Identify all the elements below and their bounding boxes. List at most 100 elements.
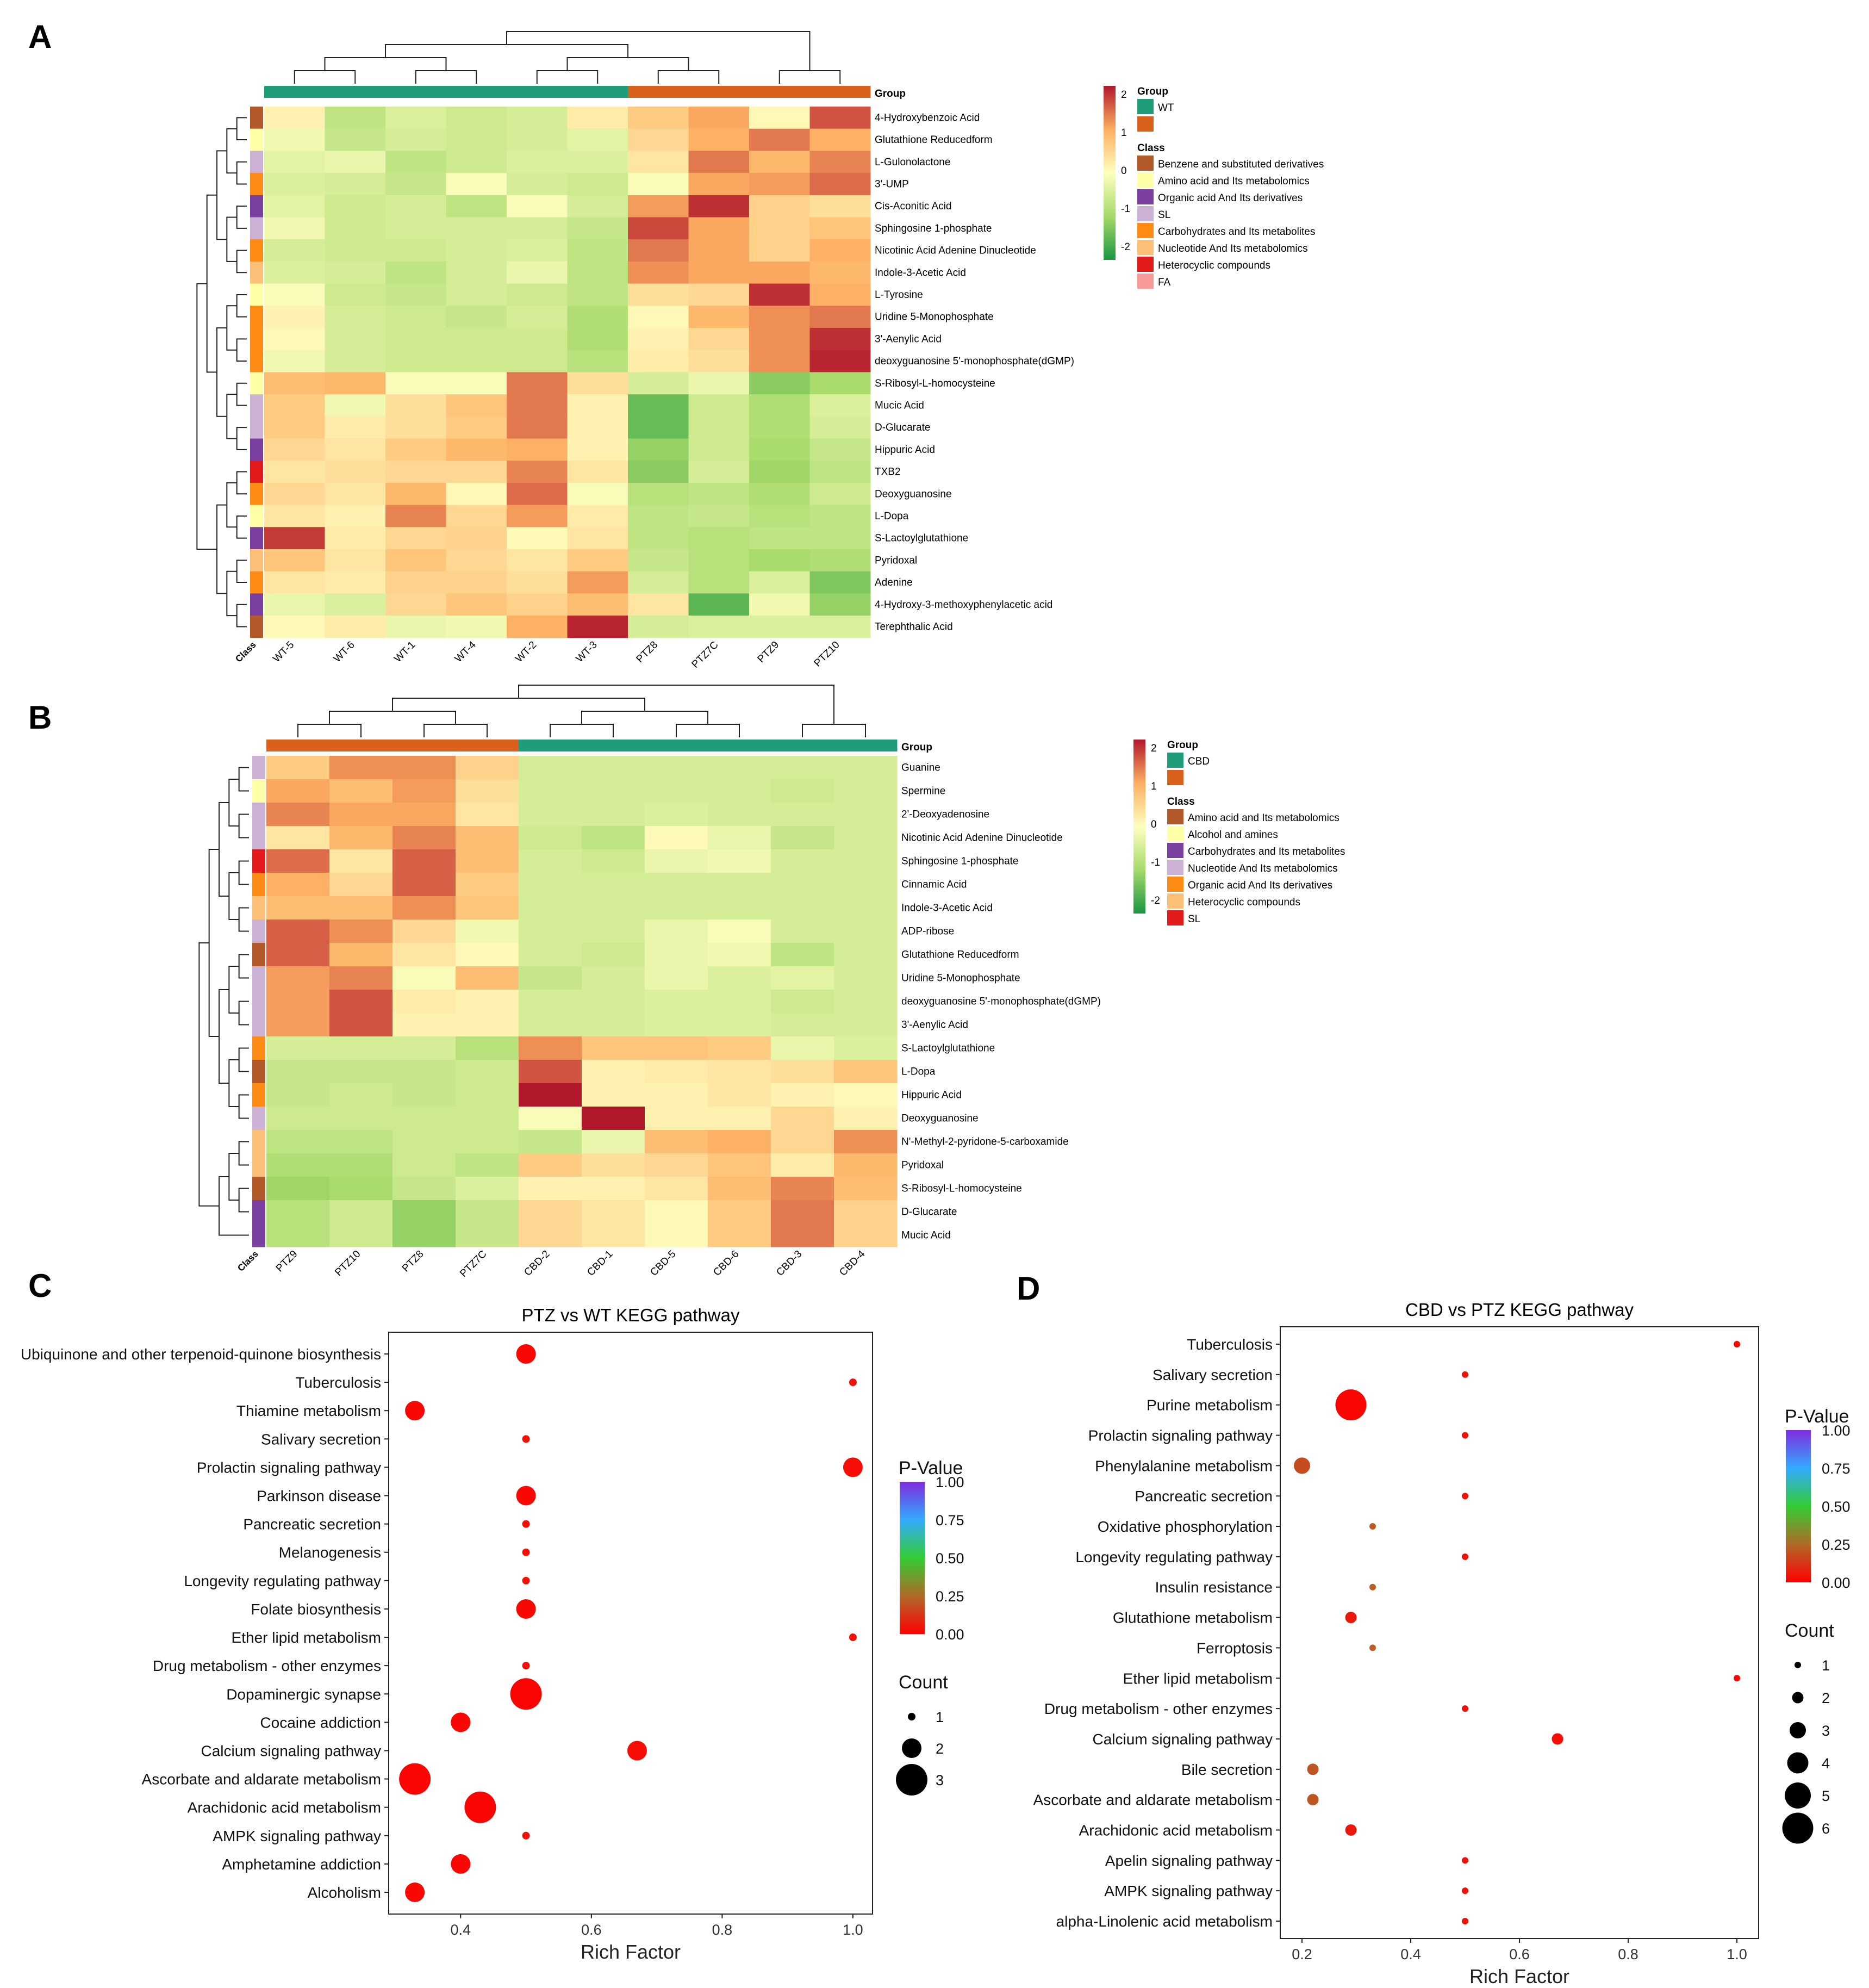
heatmap-cell (507, 151, 568, 173)
legend-class-swatch (1167, 910, 1183, 925)
row-dendrogram (236, 206, 247, 229)
heatmap-cell (519, 1107, 582, 1130)
heatmap-a: Group 4-Hydroxybenzoic Acid Glutathione Re… (196, 31, 1324, 670)
heatmap-cell (264, 328, 325, 351)
heatmap-cell (266, 1130, 330, 1154)
class-annotation-cell (250, 571, 263, 594)
heatmap-cell (385, 107, 446, 129)
heatmap-cell (325, 173, 386, 196)
heatmap-cell (708, 966, 771, 990)
heatmap-cell (834, 779, 898, 803)
heatmap-cell (519, 756, 582, 780)
heatmap-cell (264, 306, 325, 328)
heatmap-cell (329, 920, 393, 943)
heatmap-cell (567, 328, 628, 351)
class-annotation-cell (250, 195, 263, 218)
heatmap-cell (771, 990, 834, 1014)
legend-class-label: Nucleotide And Its metabolomics (1158, 243, 1308, 254)
heatmap-cell (567, 571, 628, 594)
heatmap-cell (446, 306, 507, 328)
pathway-label: Glutathione metabolism (1113, 1610, 1273, 1626)
pathway-label: Amphetamine addiction (222, 1856, 381, 1873)
heatmap-cell (446, 283, 507, 306)
data-point (522, 1576, 530, 1585)
scale-tick: -1 (1151, 857, 1160, 868)
heatmap-cell (519, 1013, 582, 1037)
heatmap-cell (582, 920, 645, 943)
heatmap-cell (266, 943, 330, 967)
heatmap-cell (567, 350, 628, 372)
panel-label-c: C (28, 1268, 52, 1304)
class-annotation-cell (250, 283, 263, 306)
legend-group-label: CBD (1188, 756, 1210, 767)
x-tick-label: 0.6 (581, 1922, 602, 1938)
row-dendrogram (236, 427, 247, 450)
heatmap-cell (446, 195, 507, 218)
heatmap-cell (393, 1130, 456, 1154)
column-dendrogram (297, 724, 362, 737)
colorbar-tick: 0.50 (1822, 1499, 1851, 1515)
data-point (451, 1712, 471, 1732)
heatmap-cell (834, 1060, 898, 1084)
row-dendrogram (219, 989, 229, 1084)
heatmap-cell (385, 505, 446, 527)
heatmap-cell (266, 1060, 330, 1084)
group-bar-cell (325, 86, 386, 98)
heatmap-cell (264, 571, 325, 594)
scale-tick: 0 (1121, 165, 1127, 177)
panel-label-b: B (28, 699, 52, 736)
heatmap-cell (582, 896, 645, 920)
size-title: Count (1785, 1620, 1834, 1641)
heatmap-cell (645, 1153, 708, 1177)
column-dendrogram (423, 724, 488, 737)
heatmap-cell (567, 394, 628, 417)
heatmap-cell (834, 873, 898, 897)
heatmap-cell (708, 1223, 771, 1247)
column-dendrogram (657, 70, 720, 84)
heatmap-cell (688, 505, 750, 527)
heatmap-cell (628, 571, 689, 594)
row-label: Indole-3-Acetic Acid (901, 903, 993, 914)
heatmap-cell (393, 826, 456, 850)
column-label: PTZ8 (634, 639, 661, 665)
heatmap-cell (325, 394, 386, 417)
heatmap-cell (385, 394, 446, 417)
heatmap-cell (325, 571, 386, 594)
data-point (1462, 1493, 1468, 1500)
column-label: WT-4 (453, 639, 478, 664)
class-annotation-cell (250, 593, 263, 616)
data-point (1369, 1644, 1376, 1651)
pathway-label: Alcoholism (308, 1884, 381, 1901)
heatmap-cell (385, 527, 446, 550)
heatmap-cell (809, 616, 871, 638)
heatmap-cell (446, 482, 507, 506)
size-legend-label: 4 (1822, 1755, 1830, 1772)
heatmap-cell (266, 1223, 330, 1247)
heatmap-cell (325, 128, 386, 151)
heatmap-cell (264, 616, 325, 638)
heatmap-cell (264, 217, 325, 240)
heatmap-cell (325, 195, 386, 218)
heatmap-cell (385, 261, 446, 284)
class-annotation-cell (252, 990, 265, 1014)
heatmap-cell (771, 1223, 834, 1247)
heatmap-cell (264, 128, 325, 151)
heatmap-cell (749, 239, 810, 262)
data-point (522, 1662, 530, 1670)
legend-class-label: Heterocyclic compounds (1158, 260, 1270, 271)
heatmap-cell (325, 306, 386, 328)
heatmap-cell (688, 527, 750, 550)
column-label: PTZ7C (458, 1248, 489, 1279)
heatmap-cell (329, 756, 393, 780)
heatmap-cell (325, 616, 386, 638)
size-legend-label: 1 (936, 1709, 944, 1725)
data-point (1307, 1763, 1319, 1775)
heatmap-cell (567, 416, 628, 439)
heatmap-cell (708, 1036, 771, 1060)
column-label: WT-2 (513, 639, 539, 664)
legend-group-swatch (1137, 116, 1154, 132)
legend-class-swatch (1167, 843, 1183, 858)
scale-tick: -2 (1121, 241, 1130, 253)
heatmap-cell (266, 1200, 330, 1224)
row-dendrogram (236, 250, 247, 274)
